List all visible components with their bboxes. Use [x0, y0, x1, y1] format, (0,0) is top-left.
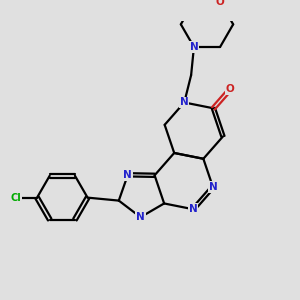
- Text: N: N: [124, 170, 132, 180]
- Text: N: N: [190, 42, 198, 52]
- Text: O: O: [226, 84, 235, 94]
- Text: Cl: Cl: [11, 193, 22, 202]
- Text: O: O: [216, 0, 224, 7]
- Text: N: N: [180, 98, 189, 107]
- Text: N: N: [189, 204, 198, 214]
- Text: N: N: [136, 212, 145, 222]
- Text: N: N: [208, 182, 217, 192]
